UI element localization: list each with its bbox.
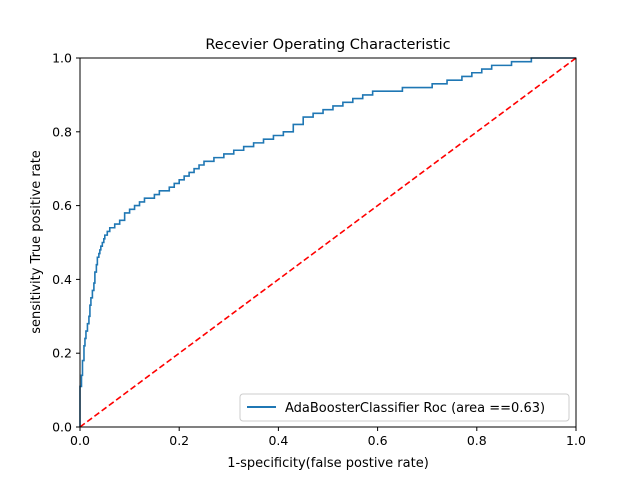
series-layer xyxy=(79,57,577,428)
x-tick-label: 1.0 xyxy=(566,433,586,448)
legend: AdaBoosterClassifier Roc (area ==0.63) xyxy=(239,393,570,422)
y-tick-label: 0.0 xyxy=(52,420,72,435)
y-tick-label: 1.0 xyxy=(52,51,72,66)
legend-label: AdaBoosterClassifier Roc (area ==0.63) xyxy=(285,401,545,416)
x-tick-label: 0.6 xyxy=(368,433,388,448)
x-tick-label: 0.4 xyxy=(268,433,288,448)
x-axis-label: 1-specificity(false postive rate) xyxy=(227,456,429,471)
y-tick-label: 0.8 xyxy=(52,124,72,139)
y-axis-ticks: 0.0 0.2 0.4 0.6 0.8 1.0 xyxy=(52,51,80,435)
y-axis-label: sensitivity True positive rate xyxy=(29,150,44,334)
chart-title: Recevier Operating Characteristic xyxy=(205,37,450,53)
plot-area xyxy=(79,57,577,428)
x-tick-label: 0.2 xyxy=(169,433,189,448)
x-tick-label: 0.8 xyxy=(467,433,487,448)
y-tick-label: 0.2 xyxy=(52,346,72,361)
y-tick-label: 0.4 xyxy=(52,272,72,287)
y-tick-label: 0.6 xyxy=(52,198,72,213)
x-tick-label: 0.0 xyxy=(70,433,90,448)
legend-box xyxy=(239,393,570,422)
x-axis-ticks: 0.0 0.2 0.4 0.6 0.8 1.0 xyxy=(70,427,586,448)
axes-frame xyxy=(79,57,577,428)
chance-diagonal-line xyxy=(79,57,577,428)
roc-curve-line xyxy=(79,57,576,427)
